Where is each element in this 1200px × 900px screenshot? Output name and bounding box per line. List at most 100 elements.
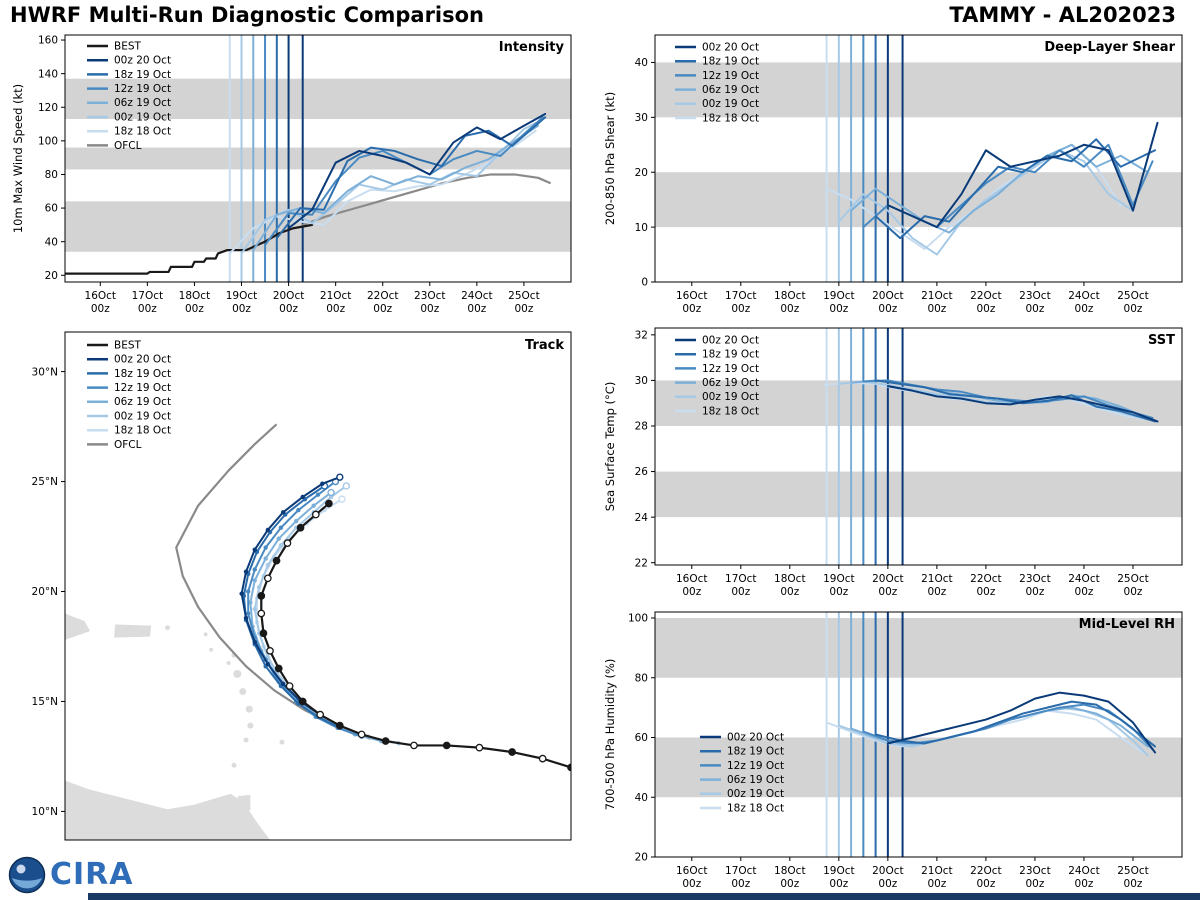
panel-title: Track [525,338,564,353]
y-tick-label: 22 [635,557,648,569]
x-tick-label: 16Oct [676,573,708,585]
y-tick-label: 100 [38,136,58,148]
track-chart: 10°N 15°N 20°N 25°N 30°N Track BEST 00z 20 Oct 1… [32,331,572,841]
x-tick-label: 00z [91,303,110,315]
x-tick-label: 21Oct [921,290,953,302]
x-tick-label: 17Oct [725,865,757,877]
category-band [655,617,1182,678]
lat-tick-label: 30°N [32,366,58,378]
forecast-position-marker [278,525,284,530]
lat-tick-label: 10°N [32,806,58,818]
lat-tick-label: 15°N [32,696,58,708]
best-position-marker [335,721,344,730]
island-shape [279,739,285,745]
y-tick-label: 80 [635,672,648,684]
y-tick-label: 30 [635,375,648,387]
x-tick-label: 24Oct [1068,865,1100,877]
track-best [260,502,571,769]
category-band [655,62,1182,118]
x-tick-label: 00z [731,303,750,315]
series-06z-19-oct [850,143,1149,234]
x-tick-label: 00z [878,303,897,315]
x-tick-label: 00z [1075,586,1094,598]
best-position-marker [257,592,266,600]
best-position-marker [357,730,366,739]
island-shape [231,762,237,768]
land-shape [114,624,152,638]
legend-label: 00z 20 Oct [702,41,759,53]
x-tick-label: 20Oct [872,573,904,585]
forecast-position-marker [280,681,286,687]
best-position-marker [316,710,325,719]
forecast-position-marker [252,606,257,612]
legend-label: 12z 19 Oct [702,70,759,82]
x-tick-label: 00z [1124,878,1143,890]
x-tick-label: 00z [326,303,345,315]
series-00z-20-oct [886,385,1159,423]
best-position-marker [272,556,281,565]
intensity-panel: 20 40 60 80 100 120 140 160 16Oct 00z 17Oct 00z 18Oc… [8,28,580,320]
shear-chart: 01020304016Oct00z17Oct00z18Oct00z19Oct00… [603,34,1183,315]
x-tick-label: 00z [829,878,848,890]
island-shape [233,669,242,678]
forecast-position-marker [265,562,271,568]
panel-title: Deep-Layer Shear [1044,40,1175,55]
y-tick-label: 100 [628,613,648,625]
y-tick-label: 80 [45,169,58,181]
forecast-end-marker [338,495,346,503]
footer-bar [88,893,1200,900]
forecast-end-marker [327,488,335,497]
x-tick-label: 00z [1025,586,1044,598]
cira-seal-icon [8,856,46,894]
legend-label: BEST [114,40,142,52]
forecast-position-marker [263,545,268,550]
forecast-position-marker [252,578,257,583]
x-tick-label: 00z [927,303,946,315]
island-shape [226,660,231,665]
y-tick-label: 28 [635,421,648,433]
track-panel: 10°N 15°N 20°N 25°N 30°N Track BEST 00z 20 Oct 1… [8,326,580,848]
forecast-position-marker [320,481,325,486]
legend-label: 18z 18 Oct [727,802,784,814]
x-tick-label: 00z [780,303,799,315]
x-tick-label: 18Oct [774,865,806,877]
best-position-marker [442,741,451,750]
legend-label: 18z 19 Oct [702,56,759,68]
legend-label: 18z 18 Oct [702,405,759,417]
x-tick-label: 00z [682,303,701,315]
rh-panel: 20 40 60 80 100 16Oct 00z 17Oct 00z 18Oct 00z 19Oct… [600,604,1192,894]
best-position-marker [283,539,292,547]
series-00z-20-oct [886,691,1157,754]
best-position-marker [274,664,283,673]
forecast-position-marker [248,600,253,605]
lat-tick-label: 25°N [32,476,58,488]
y-tick-label: 40 [45,236,58,248]
y-tick-label: 40 [635,792,648,804]
best-position-marker [508,748,516,756]
best-position-marker [325,499,333,508]
best-position-marker [263,574,272,583]
x-tick-label: 00z [185,303,204,315]
series-00z-20-oct [287,112,547,230]
y-axis-label: 200-850 hPa Shear (kt) [603,92,617,225]
legend-label: 06z 19 Oct [702,84,759,96]
forecast-position-marker [256,584,262,590]
panel-title: Intensity [499,40,565,55]
x-tick-label: 23Oct [1019,573,1051,585]
legend-label: 00z 20 Oct [114,354,171,366]
forecast-position-marker [276,536,281,541]
legend-label: 18z 19 Oct [114,368,171,380]
legend-label: 12z 19 Oct [114,83,171,95]
y-tick-label: 60 [45,203,58,215]
x-tick-label: 00z [232,303,251,315]
y-tick-label: 160 [38,35,58,47]
cira-wordmark: CIRA [50,857,134,892]
legend-label: OFCL [114,439,142,451]
y-tick-label: 0 [641,277,648,289]
x-tick-label: 18Oct [774,573,806,585]
x-tick-label: 22Oct [367,290,399,302]
x-tick-label: 00z [1124,303,1143,315]
forecast-position-marker [263,556,268,561]
legend-label: 18z 18 Oct [114,425,171,437]
